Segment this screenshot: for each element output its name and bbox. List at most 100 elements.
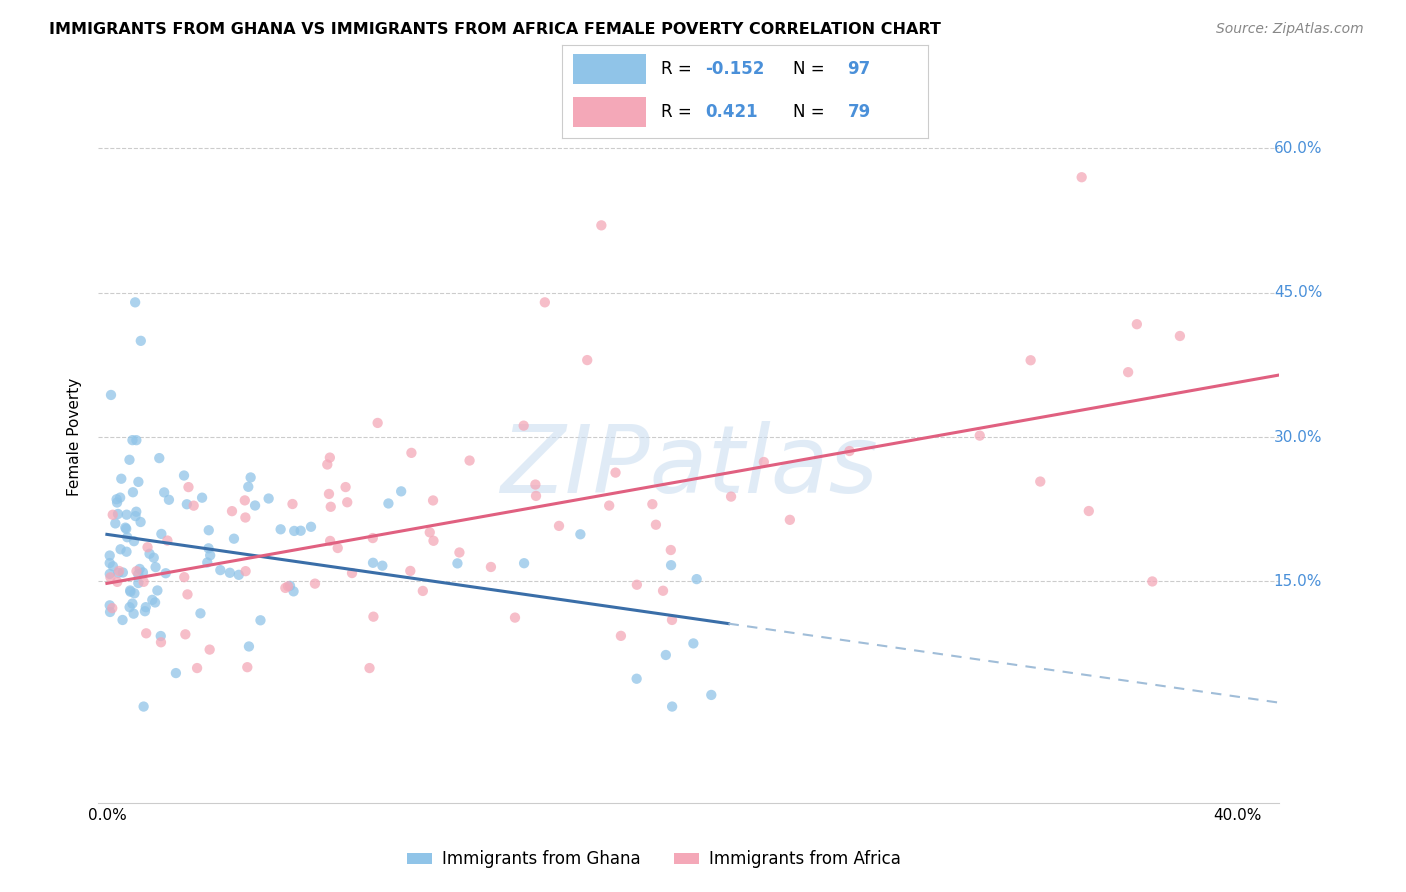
Point bbox=[98, 605, 121, 619]
Point bbox=[121, 433, 143, 447]
Point bbox=[157, 492, 180, 507]
Point bbox=[652, 583, 675, 598]
Point bbox=[1116, 365, 1139, 379]
Point bbox=[149, 635, 172, 649]
Point bbox=[176, 497, 198, 511]
Point bbox=[149, 629, 172, 643]
Point bbox=[183, 499, 205, 513]
Legend: Immigrants from Ghana, Immigrants from Africa: Immigrants from Ghana, Immigrants from A… bbox=[399, 844, 907, 875]
Text: Source: ZipAtlas.com: Source: ZipAtlas.com bbox=[1216, 22, 1364, 37]
Point bbox=[236, 660, 259, 674]
Bar bbox=[574, 97, 647, 127]
Point bbox=[132, 699, 155, 714]
Point bbox=[278, 579, 301, 593]
Point bbox=[661, 699, 683, 714]
Point bbox=[124, 586, 146, 600]
Point bbox=[195, 556, 218, 570]
Text: 15.0%: 15.0% bbox=[1274, 574, 1322, 589]
Point bbox=[98, 566, 121, 581]
Point bbox=[150, 527, 173, 541]
Point bbox=[118, 452, 141, 467]
Point bbox=[626, 672, 648, 686]
Point bbox=[513, 556, 536, 570]
Point bbox=[720, 490, 742, 504]
Point bbox=[569, 527, 592, 541]
Point bbox=[304, 576, 326, 591]
Point bbox=[299, 520, 322, 534]
Point bbox=[105, 492, 128, 507]
Point bbox=[174, 627, 197, 641]
Point bbox=[319, 500, 342, 514]
Point bbox=[401, 446, 423, 460]
Point bbox=[1077, 504, 1099, 518]
Point bbox=[190, 607, 212, 621]
Point bbox=[110, 542, 132, 557]
Point bbox=[249, 613, 271, 627]
Point bbox=[412, 583, 434, 598]
Point bbox=[145, 560, 167, 574]
Point bbox=[124, 295, 146, 310]
Point bbox=[1029, 475, 1052, 489]
Point bbox=[838, 444, 860, 458]
Point bbox=[419, 525, 441, 540]
Point bbox=[218, 566, 240, 580]
Point bbox=[108, 491, 131, 505]
Point bbox=[111, 566, 134, 580]
Point bbox=[100, 570, 122, 584]
Point bbox=[209, 563, 232, 577]
Point bbox=[449, 545, 471, 559]
Point bbox=[141, 592, 163, 607]
Text: -0.152: -0.152 bbox=[704, 60, 765, 78]
Point bbox=[132, 574, 155, 589]
Point bbox=[682, 636, 704, 650]
Point bbox=[125, 433, 148, 447]
Point bbox=[319, 450, 342, 465]
Point bbox=[335, 480, 357, 494]
Point bbox=[105, 495, 128, 509]
Point bbox=[129, 515, 152, 529]
Point bbox=[105, 574, 128, 589]
Point bbox=[661, 613, 683, 627]
Point bbox=[122, 485, 145, 500]
Point bbox=[290, 524, 312, 538]
Point bbox=[98, 556, 121, 570]
Point bbox=[969, 428, 991, 442]
Point bbox=[143, 595, 166, 609]
Point bbox=[316, 458, 339, 472]
Point bbox=[128, 562, 150, 576]
Point bbox=[138, 547, 160, 561]
Text: ZIPatlas: ZIPatlas bbox=[501, 421, 877, 512]
Point bbox=[610, 629, 633, 643]
Point bbox=[114, 521, 136, 535]
Point bbox=[165, 666, 187, 681]
Point bbox=[367, 416, 389, 430]
Point bbox=[107, 566, 129, 580]
Point bbox=[155, 566, 177, 581]
Point bbox=[111, 613, 134, 627]
Point bbox=[591, 219, 613, 233]
Point bbox=[238, 480, 260, 494]
Point bbox=[340, 566, 363, 580]
Point bbox=[127, 567, 149, 582]
Point bbox=[446, 557, 468, 571]
Point bbox=[197, 523, 219, 537]
Point bbox=[115, 522, 138, 536]
Point bbox=[779, 513, 801, 527]
Point bbox=[115, 530, 138, 544]
Point bbox=[257, 491, 280, 506]
Point bbox=[176, 587, 198, 601]
Point bbox=[115, 508, 138, 522]
Point bbox=[118, 600, 141, 615]
Point bbox=[101, 559, 124, 574]
Point bbox=[685, 572, 707, 586]
Point bbox=[127, 475, 149, 489]
Point bbox=[122, 607, 145, 621]
Point bbox=[361, 556, 384, 570]
Point bbox=[512, 418, 534, 433]
Point bbox=[186, 661, 208, 675]
Text: 79: 79 bbox=[848, 103, 870, 121]
Point bbox=[422, 533, 444, 548]
Point bbox=[120, 583, 142, 598]
Point bbox=[98, 599, 121, 613]
Point bbox=[125, 564, 148, 578]
